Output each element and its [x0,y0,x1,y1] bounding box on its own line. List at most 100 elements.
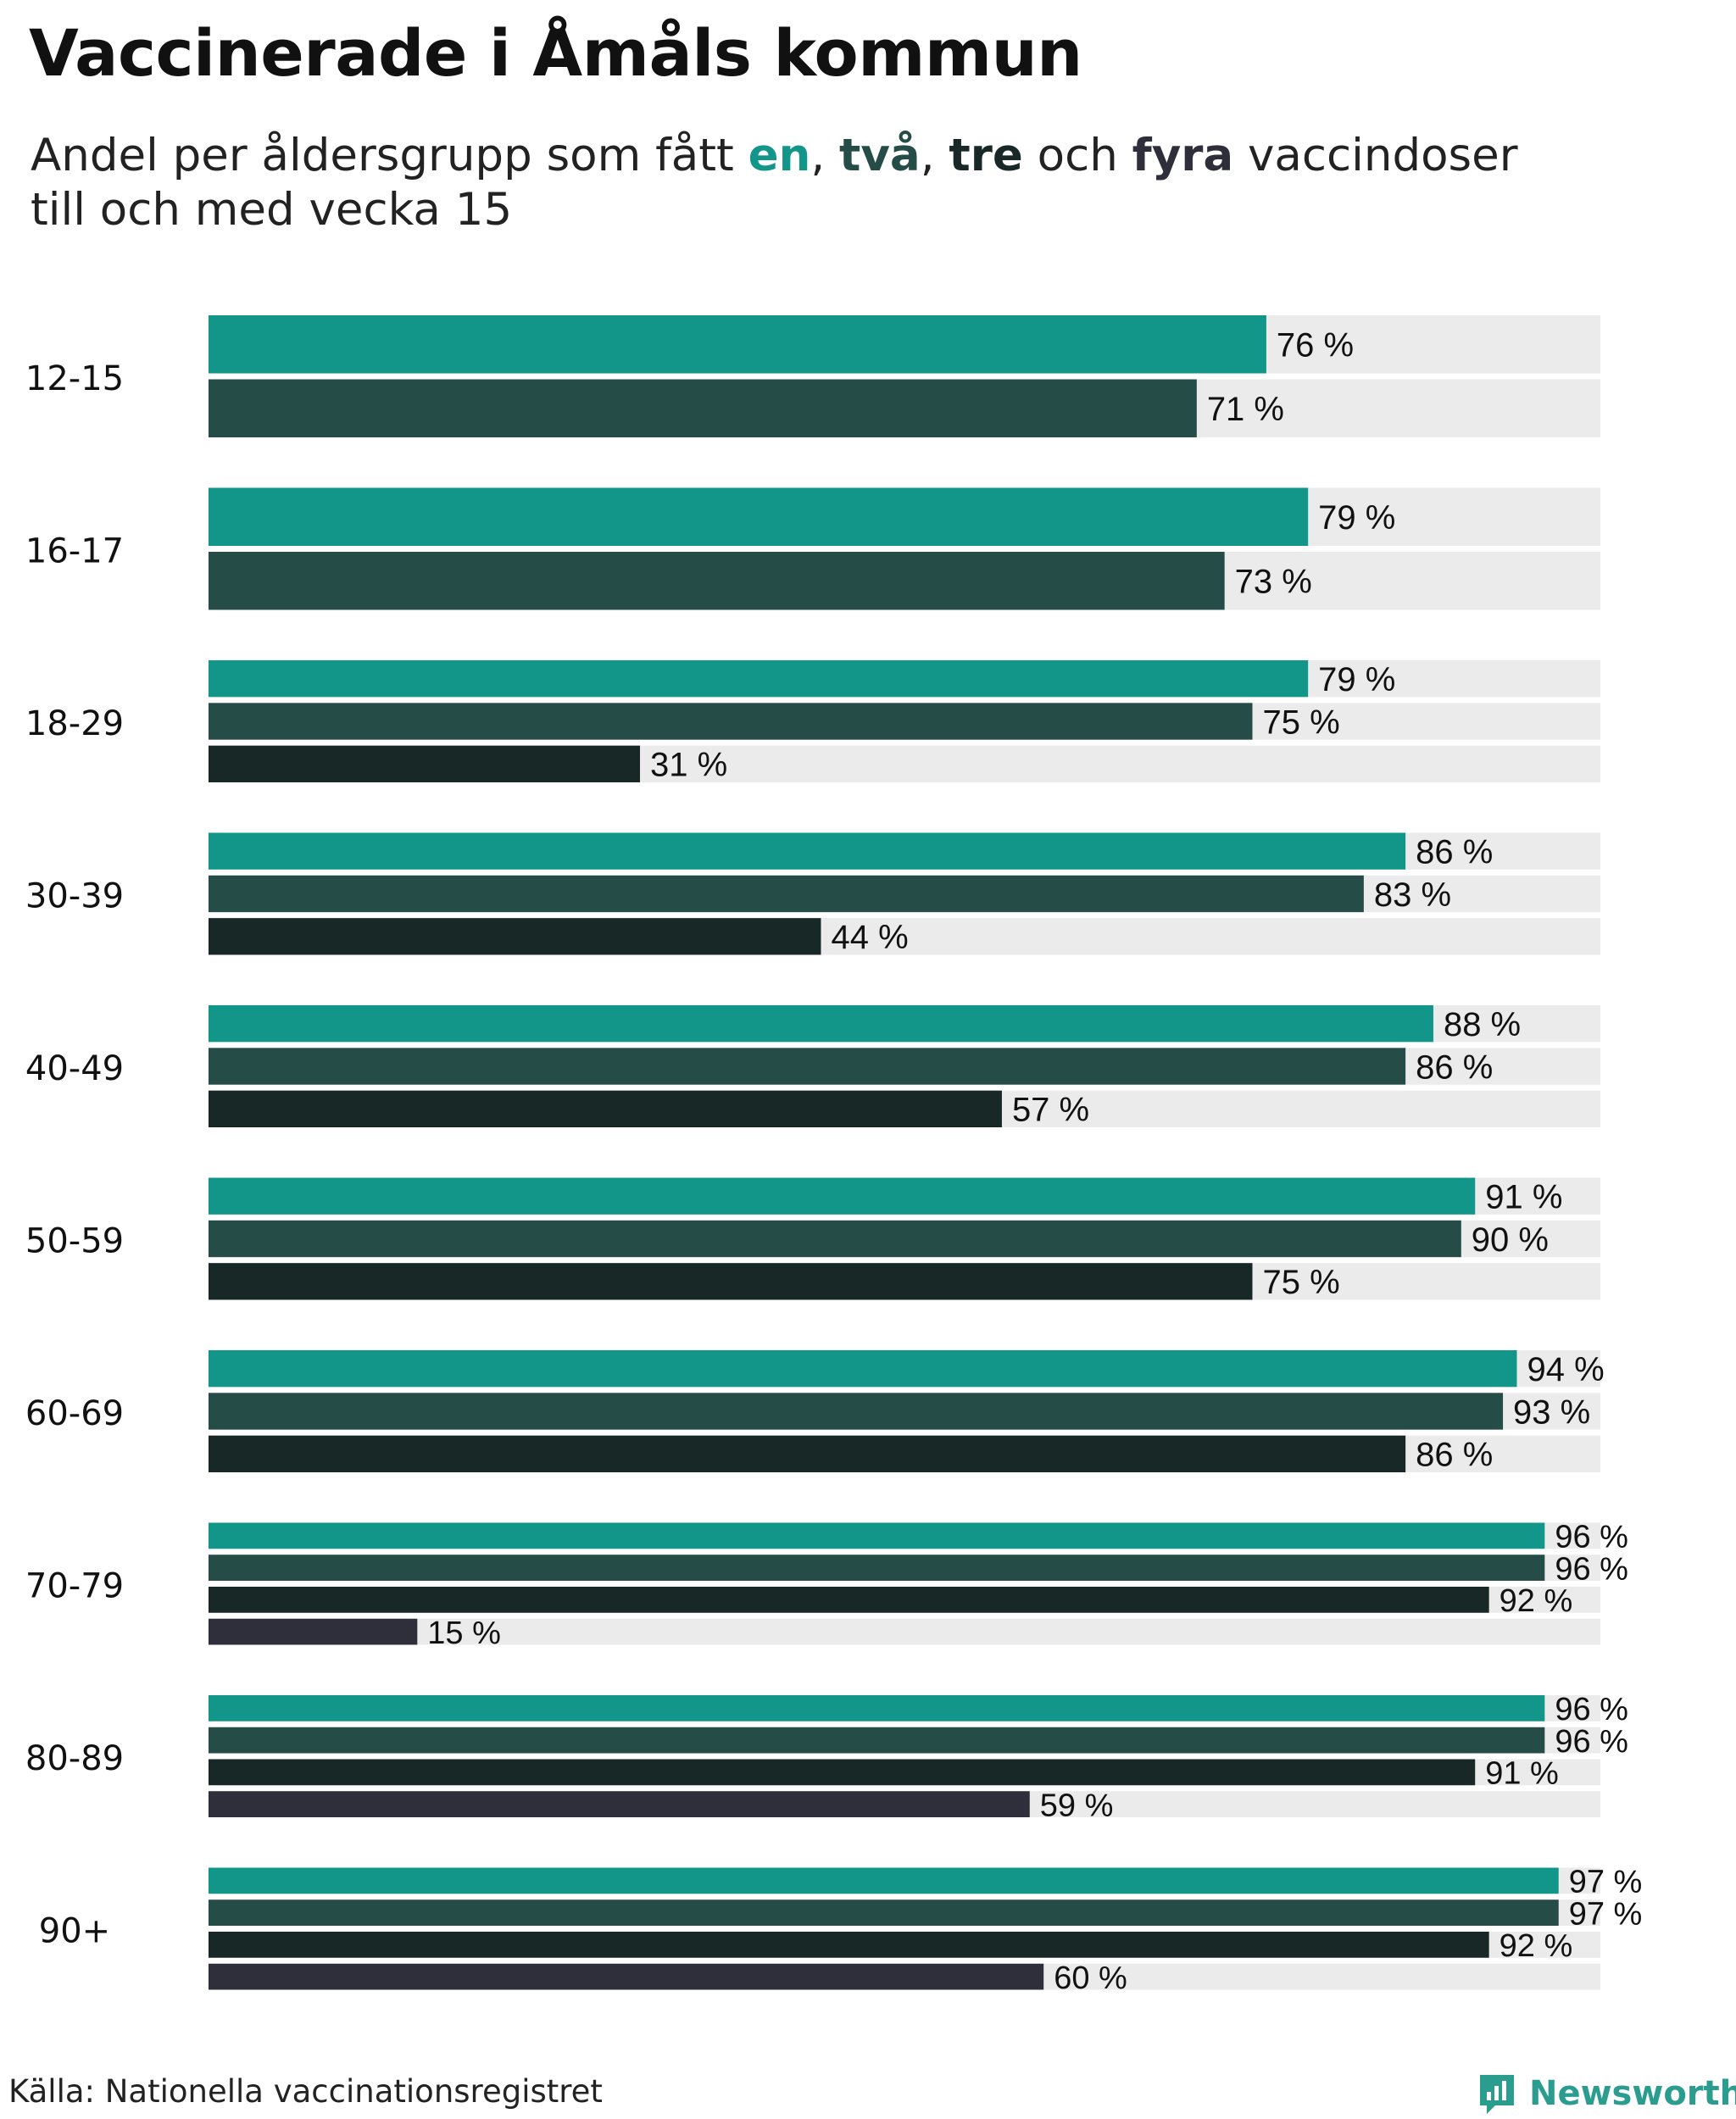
subtitle-suffix: vaccindoser [1233,130,1518,181]
value-label: 79 % [1318,661,1395,698]
bar-group: 90+97 %97 %92 %60 % [39,1865,1643,1996]
legend-dose-2: två [839,130,921,181]
value-label: 92 % [1500,1583,1573,1619]
bar-group: 16-17 79 %73 % [25,487,1600,610]
brand-logo: Newsworthy [1477,2068,1736,2119]
bar-två [209,875,1364,913]
bar-group: 40-49 88 % 86 % 57 % [25,1005,1600,1129]
value-label: 88 % [1444,1006,1521,1043]
category-label: 12-15 [25,359,124,398]
bar-två [209,1554,1545,1581]
value-label: 31 % [650,747,727,784]
legend-dose-1: en [748,130,811,181]
bar-fyra [209,1618,418,1645]
value-label: 96 % [1555,1520,1628,1555]
category-label: 80-89 [25,1739,124,1778]
value-label: 97 % [1569,1865,1643,1900]
value-label: 92 % [1500,1928,1573,1964]
bar-tre [209,1263,1253,1300]
category-label: 16-17 [25,532,124,571]
value-label: 90 % [1472,1221,1549,1259]
bar-group: 30-39 86 % 83 % 44 % [25,832,1600,956]
value-label: 57 % [1012,1092,1089,1129]
bar-en [209,487,1309,546]
bar-två [209,1899,1559,1926]
category-label: 30-39 [25,877,124,916]
bar-två [209,379,1197,437]
subtitle-separator: , [920,130,949,181]
bar-två [209,1220,1461,1258]
bar-en [209,1350,1517,1388]
chart-title: Vaccinerade i Åmåls kommun [29,15,1082,91]
value-label: 60 % [1054,1960,1127,1996]
bar-en [209,832,1406,870]
value-label: 59 % [1040,1788,1114,1823]
bar-track [209,1618,1600,1645]
bar-en [209,315,1266,374]
bar-group: 12-15 76 % 71 % [25,315,1600,437]
bar-tre [209,918,821,955]
bar-en [209,1177,1476,1215]
subtitle-prefix: Andel per åldersgrupp som fått [31,130,748,181]
category-label: 60-69 [25,1394,124,1433]
bar-group: 18-29 79 % 75 % 31 % [25,660,1600,784]
bar-tre [209,1587,1489,1613]
value-label: 94 % [1527,1351,1604,1388]
bar-tre [209,1090,1002,1127]
bar-två [209,703,1253,740]
value-label: 96 % [1555,1551,1628,1587]
legend-dose-3: tre [949,130,1023,181]
subtitle-mid: och [1022,130,1132,181]
category-label: 90+ [39,1912,110,1951]
value-label: 96 % [1555,1692,1628,1727]
bar-tre [209,1759,1476,1786]
category-label: 50-59 [25,1222,124,1261]
bar-en [209,660,1309,698]
category-label: 70-79 [25,1567,124,1606]
bar-en [209,1695,1545,1721]
bar-group: 60-69 94 % 93 % 86 % [25,1350,1605,1474]
subtitle-separator: , [810,130,840,181]
bar-group: 50-59 91 % 90 % 75 % [25,1177,1600,1301]
bar-tre [209,1435,1406,1472]
bar-en [209,1867,1559,1894]
source-note: Källa: Nationella vaccinationsregistret [8,2073,603,2110]
bar-en [209,1005,1433,1043]
value-label: 86 % [1416,1437,1493,1474]
value-label: 44 % [831,919,908,956]
value-label: 73 % [1235,564,1312,601]
chart-subtitle: Andel per åldersgrupp som fått en, två, … [31,129,1641,237]
brand-name: Newsworthy [1529,2074,1736,2113]
value-label: 75 % [1263,1264,1340,1301]
value-label: 86 % [1416,1048,1493,1086]
bar-två [209,1393,1504,1430]
value-label: 79 % [1318,499,1395,537]
bar-två [209,1727,1545,1754]
value-label: 83 % [1374,876,1451,914]
value-label: 71 % [1207,391,1284,428]
value-label: 96 % [1555,1724,1628,1760]
bar-tre [209,1932,1489,1958]
value-label: 91 % [1485,1756,1559,1792]
value-label: 93 % [1513,1393,1590,1431]
value-label: 86 % [1416,834,1493,871]
category-label: 18-29 [25,704,124,743]
value-label: 91 % [1485,1179,1562,1216]
newsworthy-logo-icon [1480,2075,1514,2114]
value-label: 75 % [1263,704,1340,741]
bar-två [209,552,1225,610]
bar-fyra [209,1963,1044,1990]
bar-en [209,1522,1545,1549]
value-label: 15 % [427,1616,501,1651]
legend-dose-4: fyra [1132,130,1234,181]
category-label: 40-49 [25,1049,124,1088]
value-label: 76 % [1277,327,1354,364]
bar-två [209,1048,1406,1085]
subtitle-line-2: till och med vecka 15 [31,184,513,236]
bar-fyra [209,1791,1030,1817]
bar-tre [209,745,641,782]
value-label: 97 % [1569,1896,1643,1932]
